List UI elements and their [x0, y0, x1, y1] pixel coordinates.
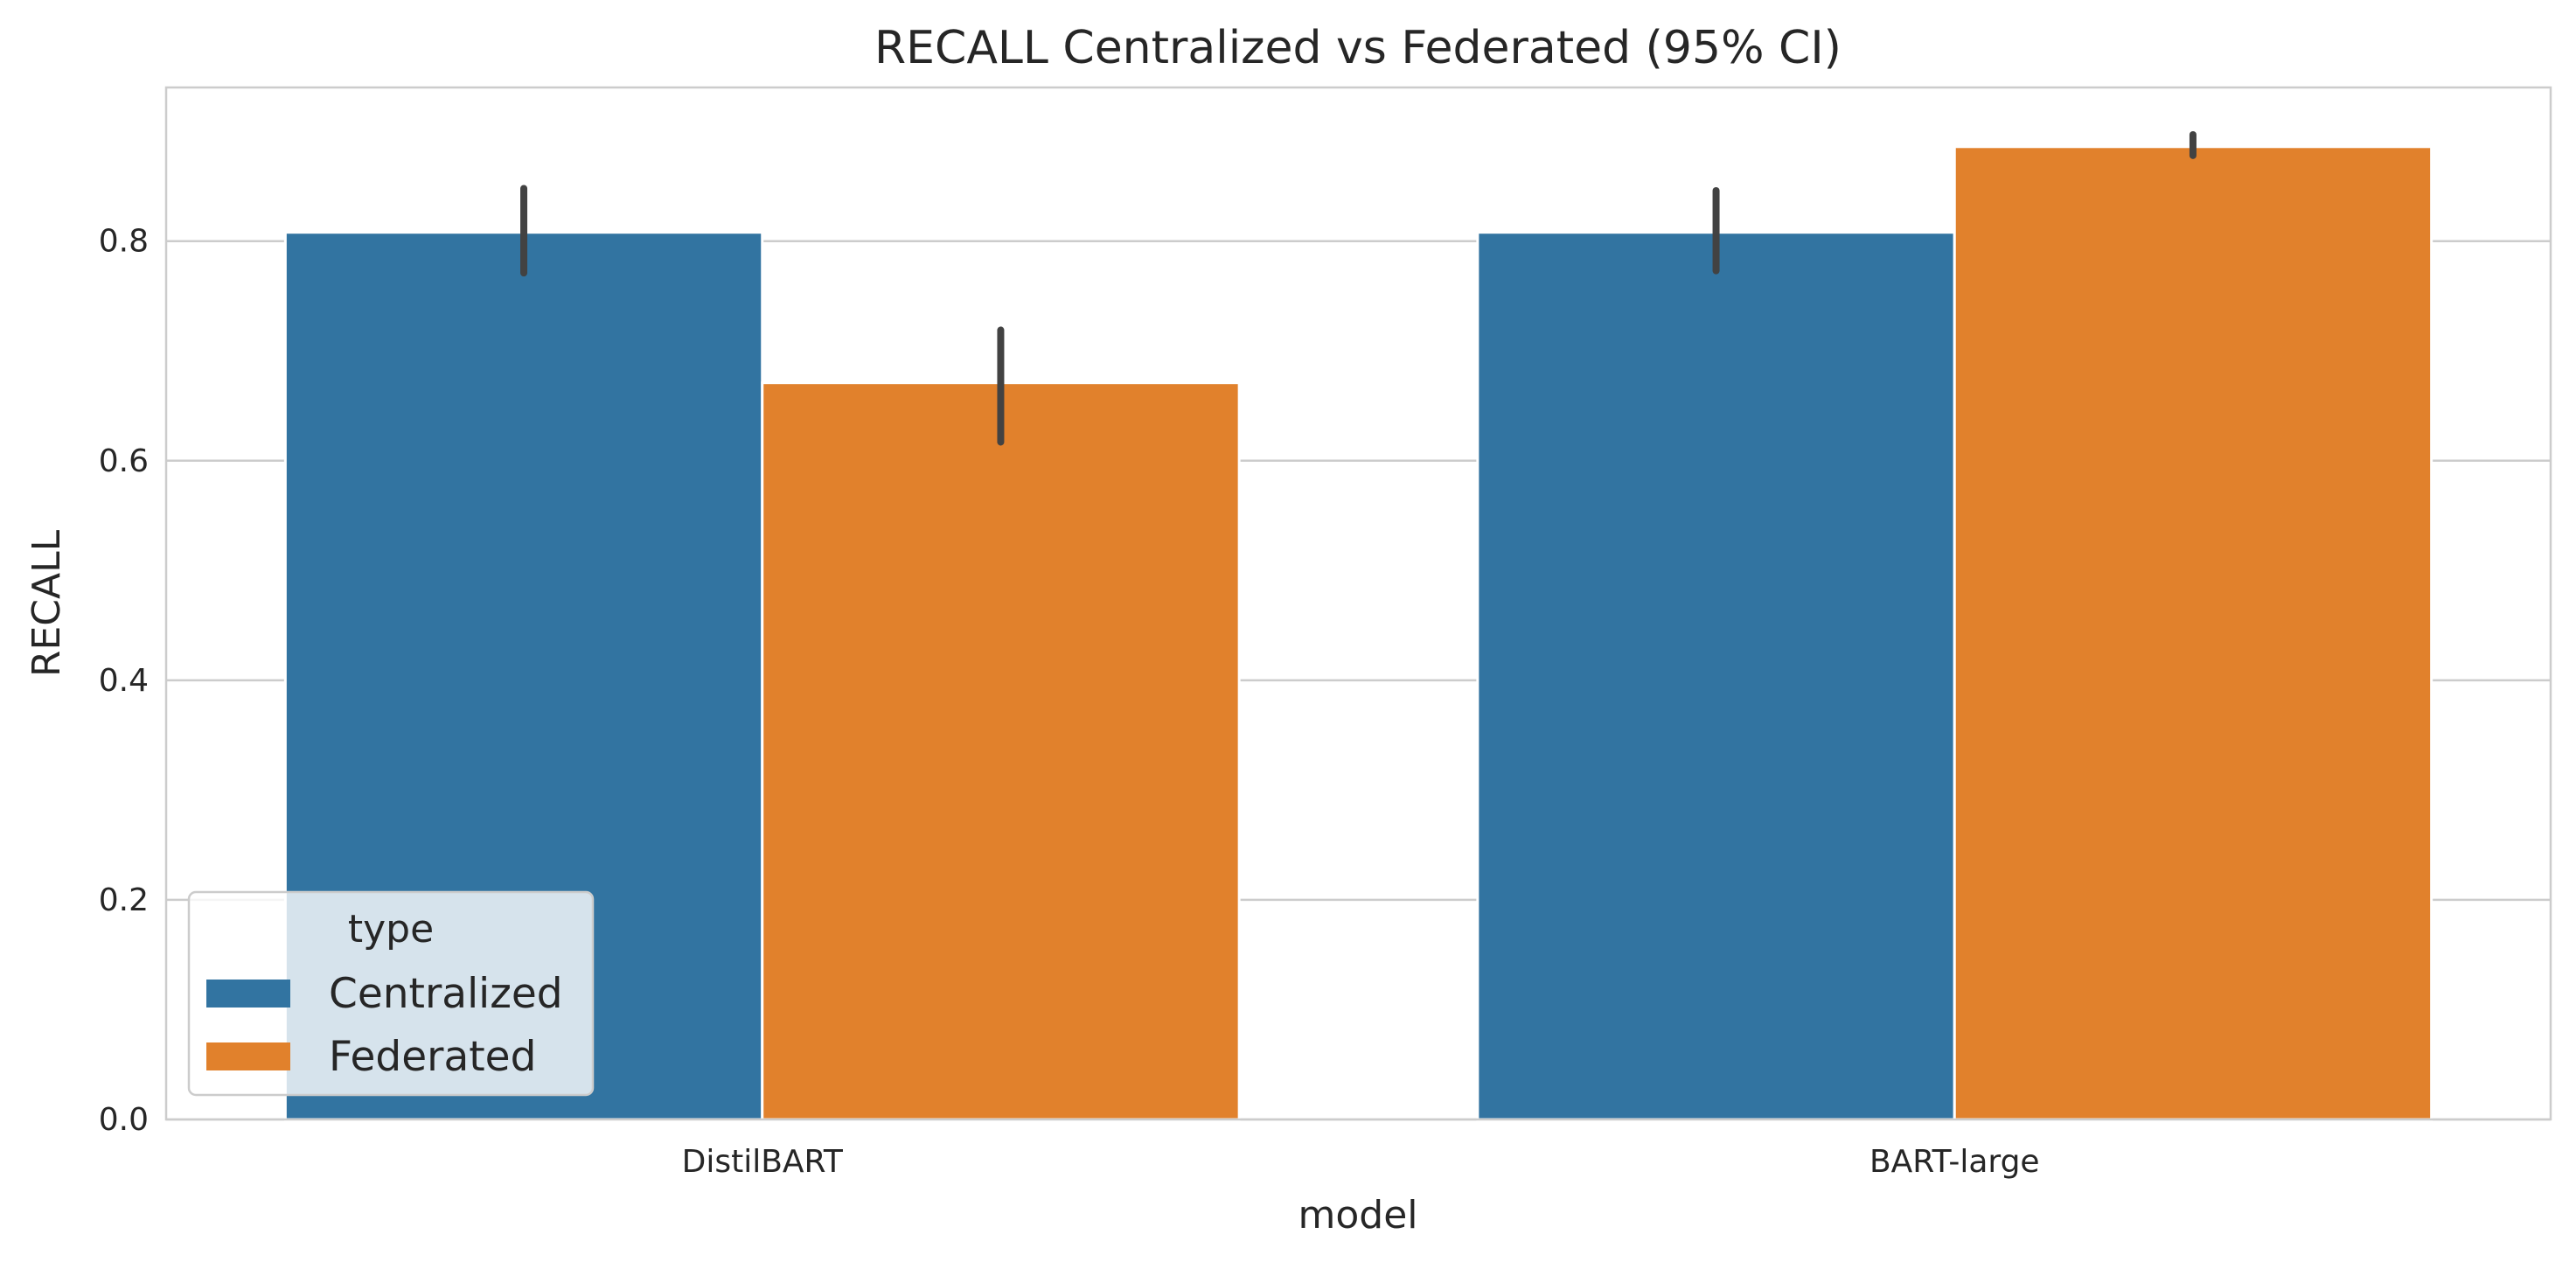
- bar-federated-bart-large: [1953, 145, 2433, 1121]
- legend-swatch-centralized: [206, 980, 290, 1008]
- legend-label-federated: Federated: [329, 1033, 536, 1081]
- legend-label-centralized: Centralized: [329, 970, 563, 1018]
- x-tick-label-0: DistilBART: [682, 1144, 844, 1180]
- x-axis-label: model: [1298, 1193, 1417, 1238]
- legend: type Centralized Federated: [187, 890, 595, 1097]
- legend-title: type: [348, 907, 434, 952]
- y-tick-label-3: 0.6: [99, 443, 149, 479]
- x-axis-ticks: DistilBART BART-large: [682, 1144, 2040, 1180]
- errorbars-layer: [520, 130, 2197, 446]
- x-tick-label-1: BART-large: [1869, 1144, 2040, 1180]
- plot-frame: [164, 86, 2552, 1121]
- y-axis-ticks: 0.0 0.2 0.4 0.6 0.8: [99, 224, 149, 1138]
- bars-layer: [283, 145, 2433, 1121]
- bar-centralized-bart-large: [1476, 231, 1956, 1121]
- chart-title: RECALL Centralized vs Federated (95% CI): [874, 22, 1841, 74]
- y-tick-label-0: 0.0: [99, 1102, 149, 1138]
- y-tick-label-2: 0.4: [99, 663, 149, 699]
- bar-federated-distilbart: [761, 381, 1241, 1121]
- y-tick-label-4: 0.8: [99, 224, 149, 260]
- y-axis-label: RECALL: [24, 529, 69, 677]
- legend-swatch-federated: [206, 1042, 290, 1070]
- y-tick-label-1: 0.2: [99, 882, 149, 918]
